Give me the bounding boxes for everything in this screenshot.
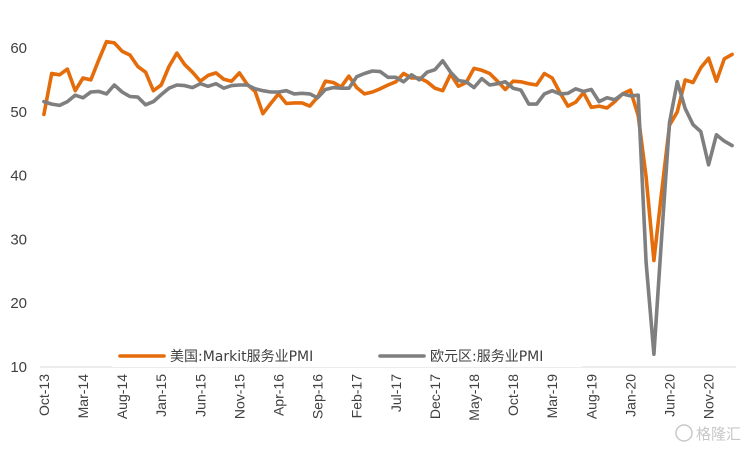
- x-tick-label: Aug-19: [583, 374, 599, 419]
- y-tick-label: 50: [10, 104, 27, 121]
- x-tick-label: Jun-15: [192, 374, 208, 417]
- y-tick-label: 40: [10, 168, 27, 185]
- x-tick-label: Jul-17: [388, 374, 404, 412]
- y-tick-label: 10: [10, 359, 27, 376]
- x-tick-label: Dec-17: [427, 374, 443, 419]
- y-tick-label: 20: [10, 295, 27, 312]
- y-axis: 10 20 30 40 50 60: [10, 40, 27, 376]
- legend-item: 欧元区:服务业PMI: [378, 349, 543, 365]
- series-line-1: [42, 39, 734, 263]
- series-layer: [42, 39, 734, 357]
- x-tick-label: May-18: [466, 374, 482, 421]
- x-tick-label: Nov-15: [231, 374, 247, 419]
- series-line-2: [42, 58, 734, 357]
- watermark-logo-icon: [675, 424, 693, 442]
- legend-label: 欧元区:服务业PMI: [430, 349, 543, 365]
- watermark-text: 格隆汇: [696, 425, 741, 443]
- x-tick-label: Jan-20: [622, 374, 638, 417]
- x-tick-label: Oct-13: [36, 374, 52, 416]
- legend-label: 美国:Markit服务业PMI: [170, 349, 313, 365]
- x-tick-label: Jan-15: [153, 374, 169, 417]
- x-tick-label: Oct-18: [505, 374, 521, 416]
- y-tick-label: 60: [10, 40, 27, 57]
- x-tick-label: Apr-16: [271, 374, 287, 416]
- legend-background: [112, 343, 582, 367]
- x-tick-label: Mar-19: [544, 374, 560, 419]
- x-tick-label: Feb-17: [349, 374, 365, 419]
- legend-item: 美国:Markit服务业PMI: [118, 349, 313, 365]
- y-tick-label: 30: [10, 231, 27, 248]
- x-tick-label: Mar-14: [75, 374, 91, 419]
- x-axis: Oct-13 Mar-14 Aug-14 Jan-15 Jun-15 Nov-15 Apr-…: [36, 374, 717, 421]
- x-tick-label: Sep-16: [310, 374, 326, 419]
- x-tick-label: Aug-14: [114, 374, 130, 419]
- x-tick-label: Nov-20: [701, 374, 717, 419]
- legend: 美国:Markit服务业PMI 欧元区:服务业PMI: [112, 343, 582, 367]
- x-tick-label: Jun-20: [662, 374, 678, 417]
- watermark: 格隆汇: [675, 424, 741, 443]
